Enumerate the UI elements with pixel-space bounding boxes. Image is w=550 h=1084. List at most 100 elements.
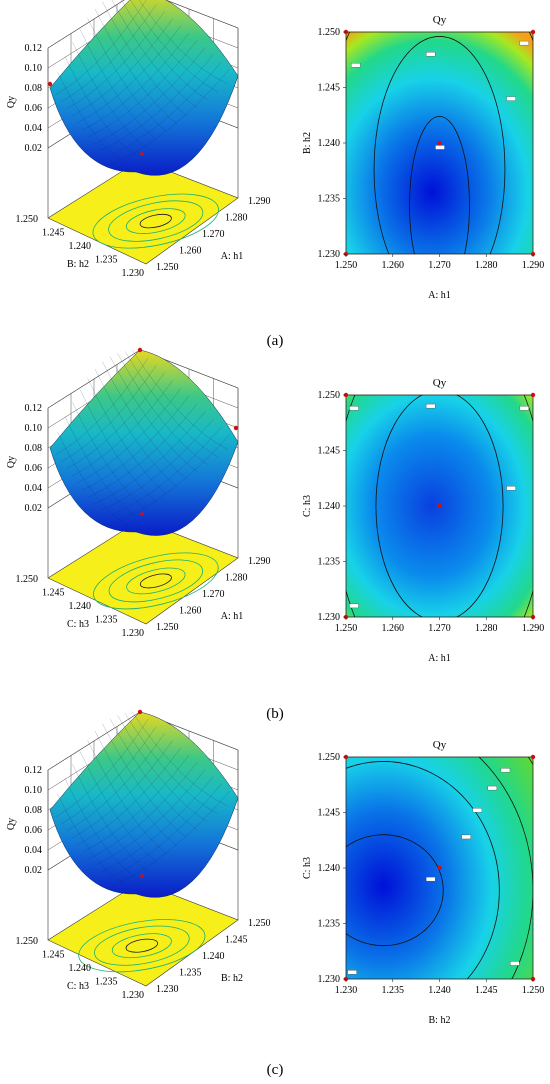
surface-mesh-line bbox=[104, 426, 222, 519]
center-point bbox=[437, 865, 442, 871]
surface-mesh-line bbox=[99, 418, 214, 512]
contour-plot bbox=[343, 29, 536, 257]
contour-value-tag bbox=[349, 406, 359, 411]
floor-contour bbox=[139, 573, 172, 589]
x-tick-label: 1.250 bbox=[335, 260, 358, 271]
design-point bbox=[530, 29, 536, 35]
z-tick-label: 0.02 bbox=[25, 865, 43, 876]
z-tick-label: 0.02 bbox=[25, 143, 43, 154]
surface-mesh-line bbox=[72, 42, 147, 149]
y-tick-label: 1.240 bbox=[318, 501, 341, 512]
y-tick-label: 1.230 bbox=[318, 974, 341, 985]
design-point bbox=[530, 392, 536, 398]
contour-lines bbox=[346, 757, 533, 979]
y-tick-label: 1.250 bbox=[16, 574, 39, 585]
y-tick-label: 1.245 bbox=[42, 950, 65, 961]
contour-plot bbox=[343, 754, 536, 982]
surface-mesh-line bbox=[77, 25, 181, 124]
y-tick-label: 1.235 bbox=[318, 919, 341, 930]
y-tick-label: 1.250 bbox=[16, 936, 39, 947]
chart-title: Qy bbox=[433, 739, 447, 751]
surface-mesh-line bbox=[132, 712, 228, 807]
surface-mesh-line bbox=[94, 8, 178, 125]
contour-value-tag bbox=[510, 961, 520, 966]
surface-mesh-line bbox=[130, 0, 218, 93]
z-tick-label: 0.12 bbox=[25, 43, 43, 54]
panel-label: (b) bbox=[266, 706, 284, 722]
floor-contour bbox=[111, 933, 172, 959]
x-tick-label: 1.270 bbox=[202, 589, 225, 600]
x-axis-label: A: h1 bbox=[428, 290, 451, 301]
surface-mesh-line bbox=[111, 0, 198, 109]
surface-mesh-line bbox=[93, 47, 206, 145]
x-tick-label: 1.290 bbox=[248, 556, 271, 567]
surface-mesh-line bbox=[64, 416, 137, 518]
contour-value-tag bbox=[500, 768, 511, 773]
surface-mesh-line bbox=[77, 747, 181, 846]
floor-projection bbox=[47, 159, 239, 265]
surface-mesh-line bbox=[57, 72, 127, 165]
x-tick-label: 1.240 bbox=[428, 985, 451, 996]
surface-mesh-line bbox=[121, 0, 208, 101]
contour-value-tag bbox=[519, 40, 529, 46]
surface-mesh-line bbox=[88, 40, 198, 138]
x-tick-label: 1.250 bbox=[248, 918, 271, 929]
y-tick-label: 1.240 bbox=[69, 963, 92, 974]
y-tick-label: 1.250 bbox=[318, 390, 341, 401]
z-tick-label: 0.04 bbox=[25, 845, 43, 856]
surface-mesh-line bbox=[110, 434, 230, 526]
surface-mesh-line bbox=[104, 61, 222, 159]
x-tick-label: 1.250 bbox=[156, 262, 179, 273]
surface-plot bbox=[47, 709, 239, 987]
x-axis-label: B: h2 bbox=[221, 973, 243, 984]
x-tick-label: 1.270 bbox=[428, 260, 451, 271]
surface-mesh-line bbox=[102, 1, 188, 117]
surface-mesh-line bbox=[55, 357, 149, 456]
surface-mesh-line bbox=[55, 719, 149, 818]
floor-contour bbox=[94, 925, 190, 966]
surface-mesh-line bbox=[71, 740, 173, 839]
surface-mesh-line bbox=[117, 715, 208, 823]
surface-mesh-line bbox=[64, 56, 137, 157]
z-tick-label: 0.12 bbox=[25, 403, 43, 414]
panel-label: (a) bbox=[267, 333, 284, 349]
z-tick-label: 0.08 bbox=[25, 805, 43, 816]
z-tick-label: 0.04 bbox=[25, 123, 43, 134]
contour-line bbox=[373, 36, 506, 254]
y-tick-label: 1.240 bbox=[69, 241, 92, 252]
surface-mesh-line bbox=[57, 794, 127, 887]
design-point bbox=[530, 754, 536, 760]
x-tick-label: 1.245 bbox=[225, 935, 248, 946]
response-surface bbox=[49, 711, 239, 898]
contour-value-tag bbox=[506, 96, 516, 101]
x-axis-label: B: h2 bbox=[429, 1015, 451, 1026]
surface-mesh-line bbox=[82, 754, 190, 853]
surface-mesh-line bbox=[132, 350, 228, 450]
floor-contour bbox=[126, 567, 186, 595]
y-tick-label: 1.230 bbox=[318, 249, 341, 260]
y-tick-label: 1.245 bbox=[318, 83, 341, 94]
x-tick-label: 1.290 bbox=[522, 623, 545, 634]
surface-mesh-line bbox=[109, 718, 198, 831]
surface-mesh-line bbox=[109, 356, 198, 473]
surface-mesh-line bbox=[55, 0, 147, 96]
contour-value-tag bbox=[472, 808, 483, 813]
x-tick-label: 1.290 bbox=[248, 196, 271, 207]
surface-mesh-line bbox=[138, 0, 228, 85]
x-tick-label: 1.245 bbox=[475, 985, 498, 996]
z-axis-label: Qy bbox=[6, 96, 17, 108]
floor-contour bbox=[125, 938, 159, 953]
x-tick-label: 1.240 bbox=[202, 951, 225, 962]
surface-mesh-line bbox=[99, 776, 214, 874]
surface-mesh-line bbox=[104, 783, 222, 881]
z-tick-label: 0.12 bbox=[25, 765, 43, 776]
y-tick-label: 1.240 bbox=[318, 863, 341, 874]
panel-label: (c) bbox=[267, 1062, 284, 1078]
surface-mesh-line bbox=[99, 54, 214, 152]
x-tick-label: 1.260 bbox=[179, 246, 202, 257]
y-tick-label: 1.250 bbox=[318, 27, 341, 38]
surface-mesh-line bbox=[94, 368, 178, 488]
contour-lines bbox=[346, 395, 533, 617]
y-tick-label: 1.245 bbox=[42, 588, 65, 599]
surface-mesh-line bbox=[93, 769, 206, 867]
